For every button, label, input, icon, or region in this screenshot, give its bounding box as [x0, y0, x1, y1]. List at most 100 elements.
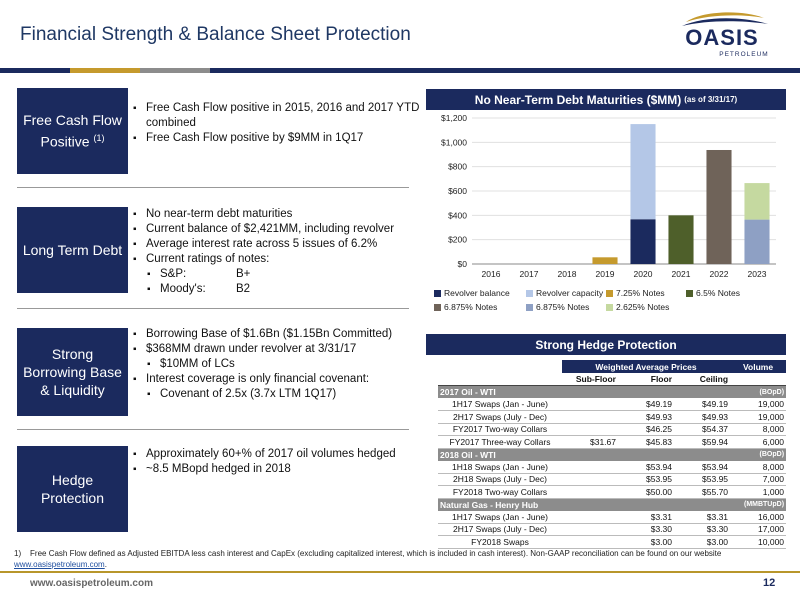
- subfloor-cell: [562, 423, 618, 436]
- free-cash-flow-bullets: Free Cash Flow positive in 2015, 2016 an…: [132, 101, 422, 146]
- floor-cell: $46.25: [618, 423, 674, 436]
- bullet-item: $368MM drawn under revolver at 3/31/17: [132, 342, 422, 357]
- bullet-item: Covenant of 2.5x (3.7x LTM 1Q17): [132, 387, 422, 402]
- y-tick-label: $400: [448, 210, 467, 220]
- ceiling-cell: $3.30: [674, 523, 731, 536]
- hedge-instrument: FY2017 Three-way Collars: [438, 435, 562, 449]
- table-row: FY2017 Two-way Collars $46.25 $54.37 8,000: [438, 423, 787, 436]
- bullet-item: ~8.5 MBopd hedged in 2018: [132, 462, 422, 477]
- y-tick-label: $1,000: [441, 137, 467, 147]
- legend-label: Revolver capacity: [536, 288, 604, 298]
- section-label-borrowing-base: Strong Borrowing Base & Liquidity: [17, 328, 128, 416]
- hedge-protection-header: Strong Hedge Protection: [426, 334, 786, 355]
- legend-label: 7.25% Notes: [616, 288, 665, 298]
- bullet-item: No near-term debt maturities: [132, 207, 422, 222]
- hedge-section-unit: (BOpD): [730, 385, 787, 398]
- ceiling-cell: $3.31: [674, 510, 731, 524]
- table-row: FY2017 Three-way Collars $31.67 $45.83 $59.…: [438, 435, 787, 449]
- column-header: Ceiling: [674, 373, 731, 386]
- legend-label: 2.625% Notes: [616, 302, 669, 312]
- legend-swatch: [434, 304, 441, 311]
- section-divider: [17, 308, 409, 309]
- subfloor-cell: [562, 485, 618, 499]
- y-tick-label: $200: [448, 235, 467, 245]
- y-tick-label: $600: [448, 186, 467, 196]
- x-tick-label: 2023: [748, 269, 767, 279]
- ceiling-cell: $53.95: [674, 473, 731, 486]
- bullet-item: Free Cash Flow positive by $9MM in 1Q17: [132, 131, 422, 146]
- hedge-section-row: 2017 Oil - WTI (BOpD): [438, 385, 787, 398]
- floor-cell: $49.93: [618, 410, 674, 424]
- y-tick-label: $0: [458, 259, 468, 269]
- section-divider: [17, 187, 409, 188]
- legend-label: 6.875% Notes: [444, 302, 497, 312]
- subfloor-cell: [562, 473, 618, 486]
- bullet-item: Current ratings of notes:: [132, 252, 422, 267]
- table-row: 2H17 Swaps (July - Dec) $3.30 $3.30 17,000: [438, 523, 787, 536]
- section-divider: [17, 429, 409, 430]
- hedge-instrument: 2H18 Swaps (July - Dec): [438, 473, 562, 486]
- oasis-logo: OASIS PETROLEUM: [682, 12, 768, 58]
- borrowing-base-bullets: Borrowing Base of $1.6Bn ($1.15Bn Commit…: [132, 327, 422, 402]
- table-row: 2H18 Swaps (July - Dec) $53.95 $53.95 7,000: [438, 473, 787, 486]
- hedge-section-row: 2018 Oil - WTI (BOpD): [438, 448, 787, 461]
- x-tick-label: 2019: [596, 269, 615, 279]
- hedge-section-unit: (MMBTUpD): [730, 498, 787, 511]
- floor-cell: $50.00: [618, 485, 674, 499]
- footnote-ref: (1): [93, 133, 105, 144]
- volume-cell: 1,000: [730, 485, 787, 499]
- volume-cell: 6,000: [730, 435, 787, 449]
- hedge-instrument: 2H17 Swaps (July - Dec): [438, 410, 562, 424]
- y-tick-label: $1,200: [441, 113, 467, 123]
- hedge-section-row: Natural Gas - Henry Hub (MMBTUpD): [438, 498, 787, 511]
- hedge-protection-bullets: Approximately 60+% of 2017 oil volumes h…: [132, 447, 422, 477]
- hedge-section-title: 2018 Oil - WTI: [438, 448, 731, 461]
- hedge-instrument: 1H17 Swaps (Jan - June): [438, 510, 562, 524]
- legend-swatch: [434, 290, 441, 297]
- website-link[interactable]: www.oasispetroleum.com: [14, 560, 105, 569]
- debt-maturities-chart: $0 $200 $400 $600 $800 $1,000 $1,200 2016 2017 20…: [434, 113, 776, 312]
- hedge-instrument: FY2017 Two-way Collars: [438, 423, 562, 436]
- table-row: 1H18 Swaps (Jan - June) $53.94 $53.94 8,000: [438, 460, 787, 474]
- logo-text: OASIS: [685, 25, 758, 50]
- hedge-group-header-row: Weighted Average Prices Volume: [438, 360, 787, 373]
- bar-segment: [668, 215, 694, 264]
- legend-swatch: [526, 290, 533, 297]
- bullet-item: Average interest rate across 5 issues of…: [132, 237, 422, 252]
- hedge-instrument: 2H17 Swaps (July - Dec): [438, 523, 562, 536]
- legend-label: 6.5% Notes: [696, 288, 740, 298]
- volume-cell: 16,000: [730, 510, 787, 524]
- x-tick-label: 2016: [482, 269, 501, 279]
- volume-cell: 7,000: [730, 473, 787, 486]
- page-number: 12: [763, 577, 776, 589]
- legend-swatch: [526, 304, 533, 311]
- hedge-instrument: 1H17 Swaps (Jan - June): [438, 398, 562, 411]
- bullet-item: Borrowing Base of $1.6Bn ($1.15Bn Commit…: [132, 327, 422, 342]
- hedge-section-title: 2017 Oil - WTI: [438, 385, 731, 398]
- x-tick-label: 2020: [634, 269, 653, 279]
- footnote: 1) Free Cash Flow defined as Adjusted EB…: [14, 549, 722, 569]
- subfloor-cell: $31.67: [562, 435, 618, 449]
- footer-url: www.oasispetroleum.com: [30, 578, 153, 589]
- subfloor-cell: [562, 410, 618, 424]
- bar-segment: [744, 183, 770, 220]
- ceiling-cell: $49.93: [674, 410, 731, 424]
- table-row: 1H17 Swaps (Jan - June) $3.31 $3.31 16,000: [438, 510, 787, 524]
- weighted-avg-header: Weighted Average Prices: [562, 360, 731, 373]
- ceiling-cell: $54.37: [674, 423, 731, 436]
- ceiling-cell: $53.94: [674, 460, 731, 474]
- volume-cell: 10,000: [730, 535, 787, 549]
- rating-item: Moody's:B2: [132, 282, 422, 297]
- volume-cell: 8,000: [730, 460, 787, 474]
- subfloor-cell: [562, 510, 618, 524]
- section-label-free-cash-flow: Free Cash Flow Positive (1): [17, 88, 128, 174]
- legend-swatch: [606, 304, 613, 311]
- hedge-table-container: Weighted Average Prices Volume Sub-Floor…: [438, 360, 787, 549]
- column-header: Floor: [618, 373, 674, 386]
- header-color-bar: [0, 68, 800, 73]
- footer-divider: [0, 571, 800, 573]
- volume-header: Volume: [730, 360, 787, 373]
- column-header: Sub-Floor: [562, 373, 618, 386]
- section-label-long-term-debt: Long Term Debt: [17, 207, 128, 293]
- bullet-item: $10MM of LCs: [132, 357, 422, 372]
